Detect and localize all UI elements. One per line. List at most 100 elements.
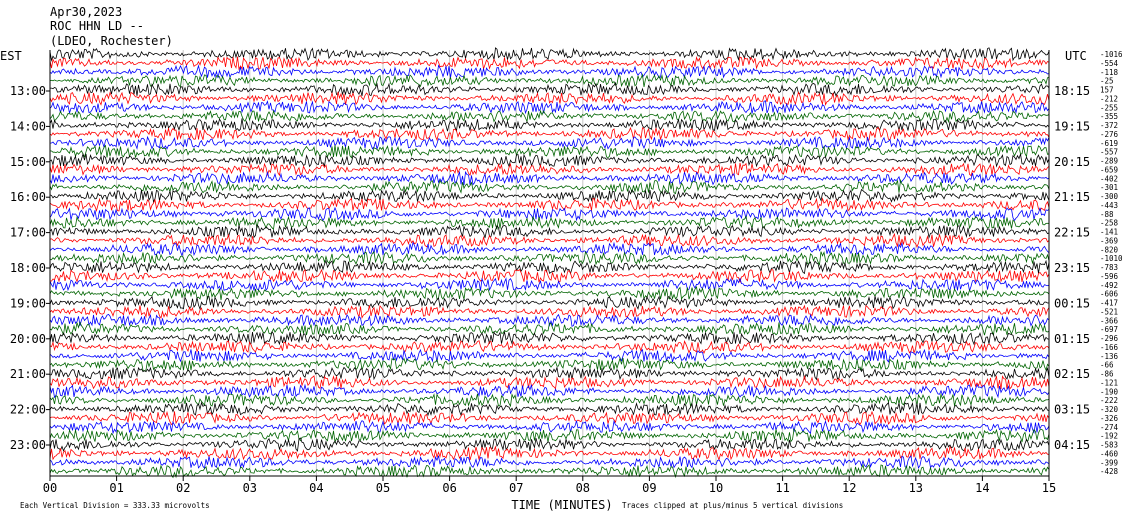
trace-offset-label: -460 — [1100, 449, 1119, 458]
trace-line — [49, 340, 1050, 355]
trace-line — [49, 392, 1050, 408]
trace-offset-label: -86 — [1100, 370, 1114, 379]
right-timezone-label: UTC — [1065, 49, 1087, 63]
est-hour-label: 22:00 — [10, 403, 46, 417]
x-axis-title: TIME (MINUTES) — [511, 498, 612, 512]
trace-offset-label: -212 — [1100, 94, 1118, 103]
trace-line — [49, 295, 1049, 311]
est-hour-label: 21:00 — [10, 367, 46, 381]
trace-offset-label: -136 — [1100, 352, 1119, 361]
trace-offset-label: -190 — [1100, 387, 1119, 396]
left-timezone-label: EST — [0, 49, 22, 63]
trace-line — [49, 206, 1050, 222]
trace-offset-label: -25 — [1100, 77, 1114, 86]
trace-offset-label: -88 — [1100, 210, 1114, 219]
trace-line — [49, 356, 1050, 372]
trace-offset-label: -372 — [1100, 121, 1118, 130]
x-tick-label: 09 — [642, 481, 656, 495]
trace-offset-label: -402 — [1100, 174, 1118, 183]
trace-line — [49, 428, 1050, 444]
trace-line — [49, 401, 1050, 417]
plot-frame — [46, 50, 1050, 481]
est-hour-label: 17:00 — [10, 226, 46, 240]
seismic-traces — [49, 47, 1050, 479]
trace-offset-label: -366 — [1100, 316, 1119, 325]
trace-line — [49, 144, 1050, 159]
trace-line — [49, 232, 1050, 248]
trace-line — [49, 285, 1050, 301]
trace-offset-label: -166 — [1100, 343, 1119, 352]
est-hour-label: 19:00 — [10, 296, 46, 310]
trace-line — [49, 215, 1050, 231]
trace-line — [49, 197, 1050, 212]
trace-offset-label: -274 — [1100, 423, 1119, 432]
header-station: ROC HHN LD -- — [50, 19, 144, 33]
trace-line — [49, 277, 1050, 293]
trace-offset-label: -192 — [1100, 432, 1118, 441]
x-tick-label: 06 — [442, 481, 456, 495]
utc-hour-label: 21:15 — [1054, 190, 1090, 204]
trace-offset-label: -554 — [1100, 59, 1119, 68]
trace-offset-label: -596 — [1100, 272, 1119, 281]
x-tick-label: 05 — [376, 481, 390, 495]
trace-line — [49, 463, 1050, 479]
x-tick-label: 08 — [576, 481, 590, 495]
utc-hour-label: 23:15 — [1054, 261, 1090, 275]
x-tick-label: 03 — [243, 481, 257, 495]
trace-offset-label: -66 — [1100, 361, 1114, 370]
trace-offset-label: -121 — [1100, 378, 1118, 387]
trace-offset-label: -521 — [1100, 307, 1118, 316]
est-hour-label: 18:00 — [10, 261, 46, 275]
x-tick-label: 02 — [176, 481, 190, 495]
utc-hour-label: 19:15 — [1054, 119, 1090, 133]
trace-line — [49, 445, 1050, 462]
x-tick-label: 00 — [43, 481, 57, 495]
trace-line — [49, 118, 1050, 133]
x-tick-label: 13 — [909, 481, 923, 495]
trace-line — [49, 73, 1050, 88]
utc-hour-label: 04:15 — [1054, 438, 1090, 452]
trace-offset-label: -783 — [1100, 263, 1118, 272]
trace-line — [49, 109, 1050, 124]
trace-line — [49, 241, 1050, 257]
header-network: (LDEO, Rochester) — [50, 34, 173, 48]
trace-offset-label: -255 — [1100, 103, 1118, 112]
trace-line — [49, 304, 1050, 319]
est-hour-label: 16:00 — [10, 190, 46, 204]
scale-note: Each Vertical Division = 333.33 microvol… — [20, 501, 210, 510]
x-tick-label: 11 — [775, 481, 789, 495]
trace-line — [49, 56, 1050, 71]
trace-line — [49, 259, 1050, 275]
x-tick-label: 07 — [509, 481, 523, 495]
trace-line — [49, 348, 1050, 363]
trace-offset-label: -428 — [1100, 467, 1119, 476]
trace-offset-label: -141 — [1100, 228, 1118, 237]
x-tick-label: 01 — [109, 481, 123, 495]
trace-offset-label: -659 — [1100, 165, 1118, 174]
trace-line — [50, 81, 1050, 97]
trace-line — [49, 383, 1050, 399]
trace-offset-label: -301 — [1100, 183, 1118, 192]
utc-hour-label: 00:15 — [1054, 296, 1090, 310]
utc-hour-label: 18:15 — [1054, 84, 1090, 98]
trace-line — [49, 178, 1050, 195]
trace-offset-label: -606 — [1100, 290, 1119, 299]
trace-offset-label: -619 — [1100, 139, 1118, 148]
clip-note: Traces clipped at plus/minus 5 vertical … — [622, 501, 843, 510]
trace-offset-label: -417 — [1100, 299, 1118, 308]
est-hour-label: 13:00 — [10, 84, 46, 98]
trace-line — [49, 313, 1050, 327]
trace-offset-label: -355 — [1100, 112, 1118, 121]
trace-line — [49, 455, 1050, 469]
trace-line — [49, 126, 1050, 142]
trace-offset-label: -300 — [1100, 192, 1119, 201]
trace-offset-label: -492 — [1100, 281, 1118, 290]
trace-line — [49, 64, 1050, 79]
axis-labels: -1016-554-118-25157-212-255-355-372-276-… — [10, 50, 1123, 512]
trace-line — [49, 250, 1050, 266]
trace-offset-label: -326 — [1100, 414, 1119, 423]
trace-offset-label: 157 — [1100, 86, 1114, 95]
x-tick-label: 10 — [709, 481, 723, 495]
trace-offset-label: -289 — [1100, 157, 1118, 166]
